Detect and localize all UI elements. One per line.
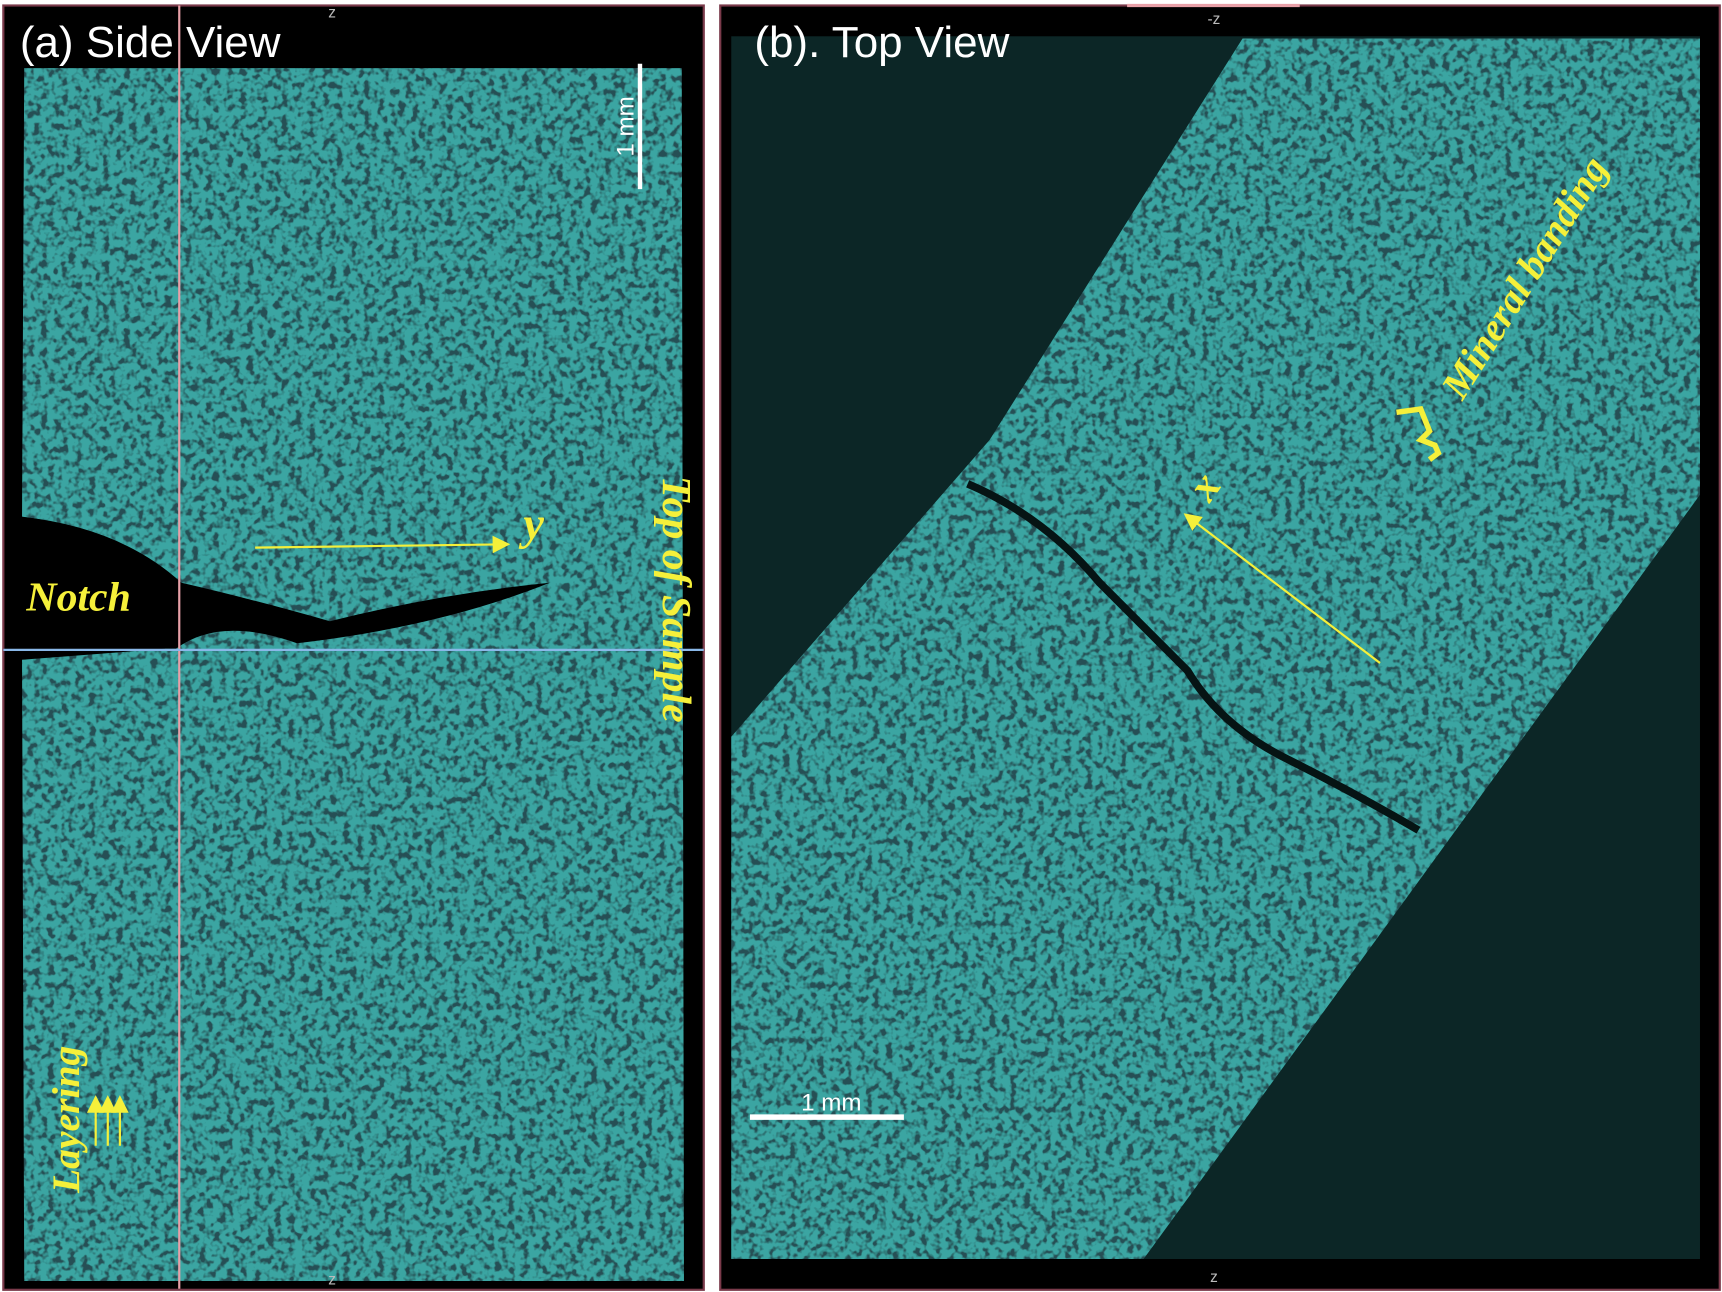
- axis-label: z: [1210, 1269, 1218, 1286]
- scale-label: 1 mm: [612, 96, 639, 156]
- panel-title: (a) Side View: [20, 18, 281, 67]
- banding-bracket: [1396, 406, 1442, 462]
- axis-label: z: [328, 5, 336, 22]
- sample-image: [22, 68, 684, 1282]
- panel-a: (a) Side View z z 1 mm y Notch Top of Sa…: [2, 4, 705, 1291]
- annotation: Layering: [44, 1046, 88, 1194]
- panel-title: (b). Top View: [754, 18, 1009, 67]
- layering-arrows: [86, 1095, 129, 1146]
- axis-label: z: [328, 1271, 336, 1288]
- annotation: Notch: [25, 574, 130, 620]
- axis-label: -z: [1208, 11, 1221, 28]
- panel-b: (b). Top View -z z 1 mm x Mineral bandin…: [719, 3, 1721, 1291]
- notch-crack: [22, 516, 550, 649]
- axis-annotation: y: [518, 498, 544, 549]
- scale-label: 1 mm: [801, 1090, 861, 1117]
- annotation: Top of Sample: [653, 476, 699, 723]
- crack: [966, 480, 1421, 834]
- arrow: [255, 535, 511, 554]
- sample-image: [731, 38, 1700, 1260]
- arrow: [1183, 513, 1381, 664]
